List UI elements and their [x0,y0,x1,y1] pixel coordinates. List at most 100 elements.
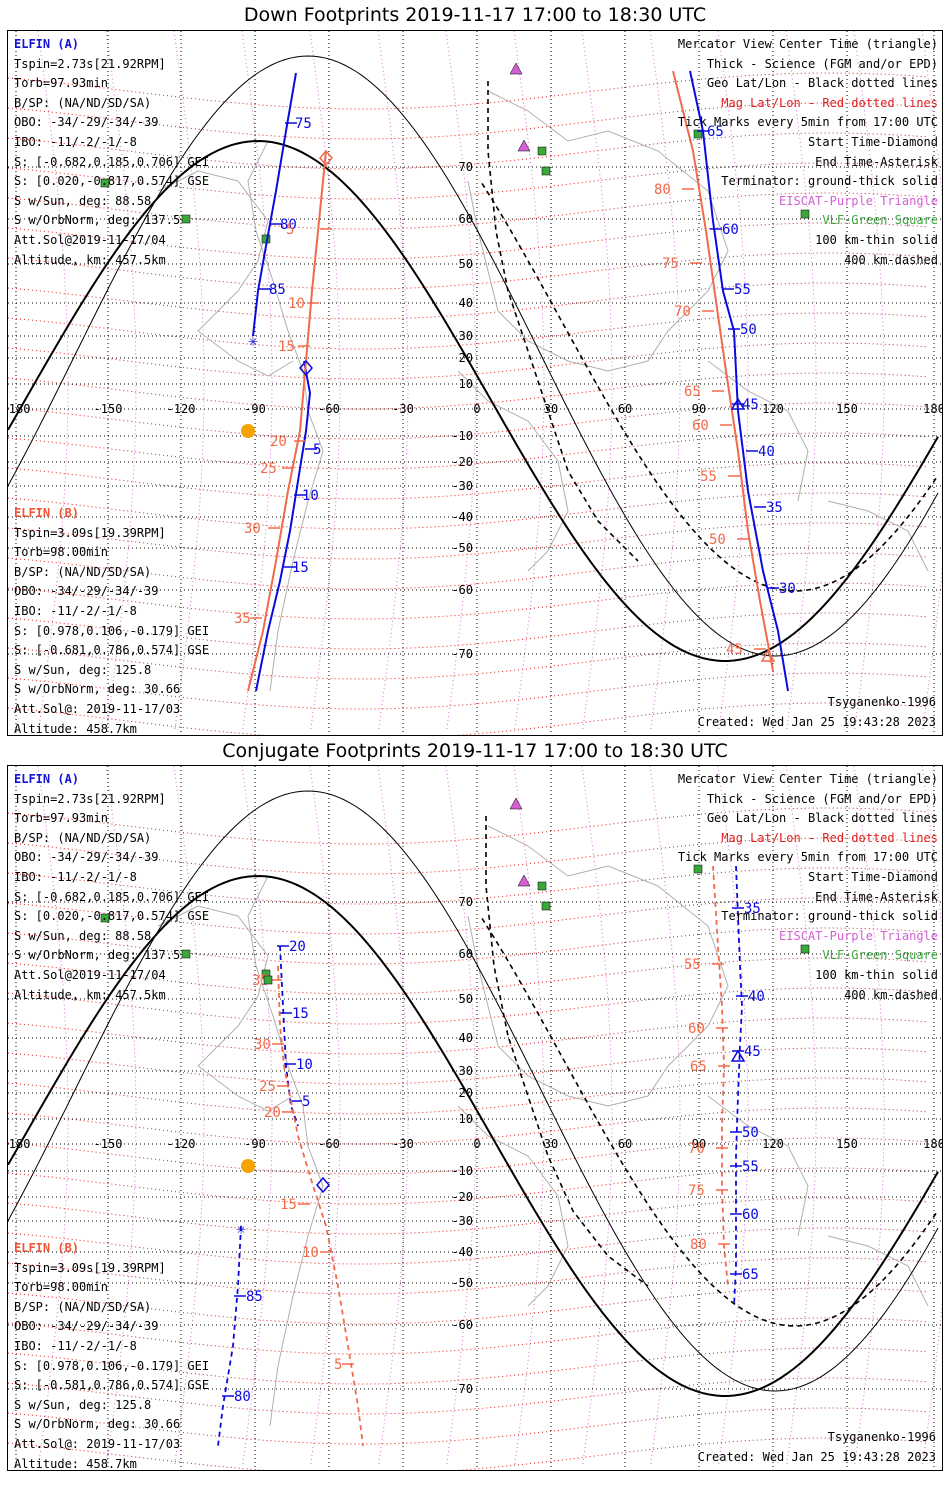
lon-label: -60 [318,1137,340,1151]
lon-label: 0 [473,1137,480,1151]
terminator-100km-line [8,790,939,1392]
elfin-a-line: S w/OrbNorm, deg: 137.5 [14,948,181,963]
tick-label: 55 [742,1159,759,1175]
elfin-a-line: IBO: -11/-2/-1/-8 [14,869,137,884]
elfin-b-line: Torb=98.00min [14,545,108,560]
tick-label: 40 [758,444,775,460]
lon-label: 60 [618,1137,632,1151]
mag-lon-line [513,31,545,732]
tick-label: 15 [278,339,295,355]
lon-label: 90 [692,402,706,416]
elfin-b-line: Tspin=3.09s[19.39RPM] [14,1260,166,1275]
sun-icon [241,424,255,438]
lat-label: 60 [459,947,473,961]
lat-label: 70 [459,895,473,909]
lon-label: 60 [618,402,632,416]
lat-label: 30 [459,1064,473,1078]
lon-label: -30 [392,402,414,416]
elfin-a-track-west [252,72,297,337]
terminator-400km-west [487,81,639,562]
sun-icon [241,1159,255,1173]
lon-label: 0 [473,402,480,416]
lat-label: -40 [451,510,473,524]
elfin-b-line: OBO: -34/-29/-34/-39 [14,584,159,599]
panel-title-down: Down Footprints 2019-11-17 17:00 to 18:3… [243,4,707,26]
tick-label: 5 [286,222,294,238]
tick-label: 55 [700,469,717,485]
legend-item: VLF-Green Square [822,213,938,228]
tick-label: 85 [246,1289,263,1305]
conjugate-footprints-map: -180 -150 -120 -90 -60 -30 0 30 60 90 120 150 180 70 6… [8,766,942,1470]
tick-label: 80 [654,182,671,198]
lat-label: 40 [459,296,473,310]
tick-label: 45 [742,397,759,413]
tick-label: 70 [674,304,691,320]
tick-label: 30 [244,521,261,537]
elfin-b-label: ELFIN (B) [14,1241,80,1255]
lon-label: 30 [544,402,558,416]
eiscat-triangle-icon [509,62,523,75]
tick-label: 40 [748,989,765,1005]
lat-label: -50 [451,541,473,555]
elfin-b-line: Tspin=3.09s[19.39RPM] [14,525,166,540]
lat-label: -70 [451,1382,473,1396]
vlf-square-icon [800,944,810,954]
legend-item: EISCAT-Purple Triangle [779,928,938,943]
vlf-square-icon [181,949,191,959]
elfin-b-line: IBO: -11/-2/-1/-8 [14,603,137,618]
elfin-a-line: S: [0.020,-0.817,0.574] GSE [14,174,210,189]
elfin-a-info: ELFIN (A) Tspin=2.73s[21.92RPM] Torb=97.… [14,770,209,1005]
tick-label: 35 [766,500,783,516]
coastline [457,370,569,572]
legend-item: 100 km-thin solid [815,967,938,982]
lon-label: -180 [8,402,30,416]
map-legend: Mercator View Center Time (triangle) Thi… [678,35,938,270]
elfin-b-line: S: [0.978,0.106,-0.179] GEI [14,623,210,638]
vlf-square-icon [181,214,191,224]
elfin-b-info: ELFIN (B) Tspin=3.09s[19.39RPM] Torb=98.… [14,504,210,735]
lon-label: 180 [923,402,942,416]
conjugate-footprints-panel: -180 -150 -120 -90 -60 -30 0 30 60 90 120 150 180 70 6… [7,765,943,1471]
lat-label: 30 [459,329,473,343]
legend-item: 100 km-thin solid [815,232,938,247]
tick-label: 75 [688,1183,705,1199]
tick-label: 60 [688,1021,705,1037]
lat-label: 10 [459,377,473,391]
tick-label: 15 [280,1197,297,1213]
lat-label: -50 [451,1276,473,1290]
terminator-400km-west [485,816,649,1287]
elfin-b-line: S w/Sun, deg: 125.8 [14,662,152,677]
down-footprints-map: -180 -150 -120 -90 -60 -30 0 30 60 90 120 150 180 70 6… [8,31,942,735]
elfin-a-label: ELFIN (A) [14,37,80,51]
conj-b-track-east [712,865,729,1287]
lat-label: 20 [459,1086,473,1100]
legend-item: Start Time-Diamond [807,869,938,884]
lat-label: -60 [451,1318,473,1332]
tick-label: 65 [690,1059,707,1075]
center-triangle-a-icon [730,1049,746,1062]
tick-label: 30 [779,581,796,597]
legend-item: Tick Marks every 5min from 17:00 UTC [677,850,938,865]
tick-label: 55 [734,282,751,298]
lat-label: 50 [459,992,473,1006]
legend-item: 400 km-dashed [844,987,938,1002]
lon-label: -150 [94,1137,123,1151]
vlf-square-icon [541,901,551,911]
legend-item: End Time-Asterisk [815,154,938,169]
elfin-a-line: IBO: -11/-2/-1/-8 [14,134,137,149]
tick-label: 60 [722,222,739,238]
start-diamond-a-icon [299,359,313,377]
elfin-b-line: B/SP: (NA/ND/SD/SA) [14,564,152,579]
elfin-a-line: Att.Sol@2019-11-17/04 [14,232,166,247]
lon-label: 90 [692,1137,706,1151]
elfin-b-line: S: [-0.581,0.786,0.574] GSE [14,1378,210,1393]
coastline [707,1095,809,1237]
elfin-b-line: OBO: -34/-29/-34/-39 [14,1319,159,1334]
tick-label: 60 [692,418,709,434]
elfin-a-line: Att.Sol@2019-11-17/04 [14,967,166,982]
conj-b-track-west [277,965,364,1447]
elfin-b-line: Torb=98.00min [14,1280,108,1295]
tick-label: 35 [744,901,761,917]
tick-label: 30 [254,1037,271,1053]
tick-label: 80 [234,1389,251,1405]
